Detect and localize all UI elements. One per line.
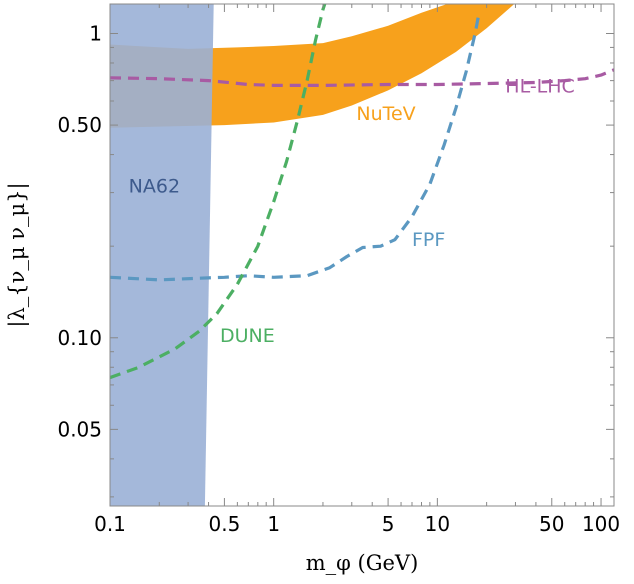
label-dune: DUNE — [220, 325, 275, 347]
label-nutev: NuTeV — [356, 103, 415, 125]
label-hl-lhc: HL-LHC — [505, 75, 575, 97]
regions-layer — [110, 4, 515, 506]
x-tick-label: 1 — [267, 512, 280, 536]
x-tick-label: 100 — [582, 512, 620, 536]
x-tick-label: 10 — [425, 512, 450, 536]
curve-fpf — [110, 12, 481, 282]
x-tick-label: 50 — [539, 512, 564, 536]
region-na62 — [110, 4, 214, 506]
plot-frame — [109, 3, 615, 507]
x-tick-label: 5 — [382, 512, 395, 536]
ticks-layer: 0.1 0.5 1 5 10 50 100 0.05 0.10 0.50 1 — [57, 4, 620, 536]
curve-dune — [110, 4, 327, 380]
y-tick-label: 0.10 — [57, 326, 102, 350]
label-fpf: FPF — [412, 229, 445, 251]
y-tick-label: 0.50 — [57, 113, 102, 137]
curves-layer — [110, 4, 614, 380]
x-axis-title: m_φ (GeV) — [306, 551, 419, 575]
y-tick-label: 1 — [89, 21, 102, 45]
x-tick-label: 0.1 — [94, 512, 126, 536]
y-tick-label: 0.05 — [57, 417, 102, 441]
x-tick-label: 0.5 — [209, 512, 241, 536]
curve-hl-lhc — [110, 68, 614, 87]
labels-layer: NuTeV NA62 HL-LHC FPF DUNE — [129, 75, 575, 346]
y-axis-title: |λ_{ν_μ ν_μ}| — [5, 182, 30, 327]
label-na62: NA62 — [129, 176, 180, 198]
